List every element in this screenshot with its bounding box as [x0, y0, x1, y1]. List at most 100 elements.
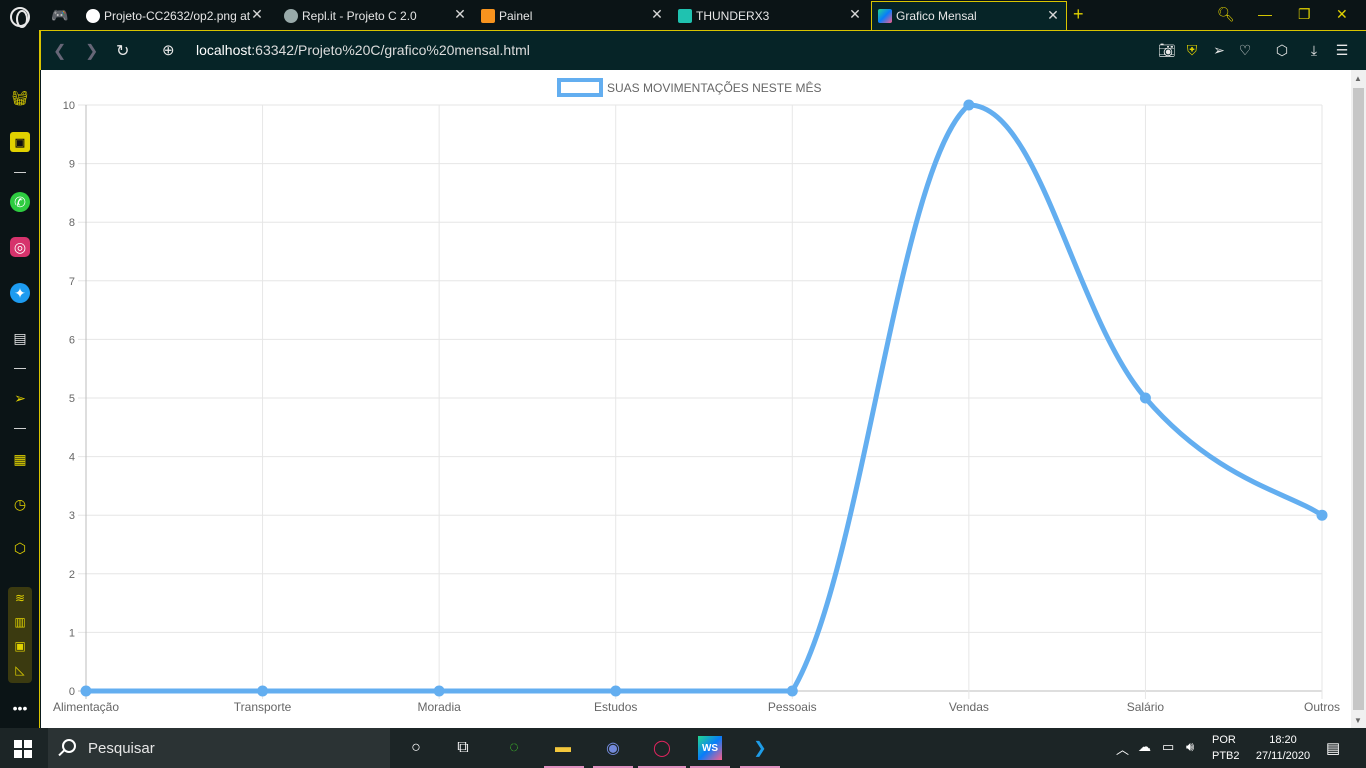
camera-icon[interactable]: 📷︎ — [1158, 42, 1176, 58]
tab-grafico-mensal[interactable]: Grafico Mensal ✕ — [871, 1, 1067, 30]
close-icon[interactable]: ✕ — [849, 6, 861, 22]
system-monitor[interactable]: ≋ ▥ ▣ ◺ — [8, 587, 32, 683]
data-point-alimentação[interactable] — [80, 685, 92, 697]
whatsapp-icon[interactable]: ✆ — [10, 192, 30, 212]
settings-sliders-icon[interactable]: ☰ — [1335, 42, 1349, 58]
search-tabs-icon[interactable]: 🔍︎ — [1217, 6, 1235, 22]
heart-icon[interactable]: ♡ — [1238, 42, 1252, 58]
back-icon[interactable]: ❮ — [53, 43, 67, 60]
running-indicator — [638, 766, 686, 768]
restore-icon[interactable]: ❐ — [1298, 6, 1311, 22]
send-icon[interactable]: ➢ — [1213, 42, 1225, 58]
y-tick-label: 8 — [69, 217, 75, 229]
close-icon[interactable]: ✕ — [454, 6, 466, 22]
extensions-cube-icon[interactable]: ⬡ — [13, 539, 27, 556]
close-icon[interactable]: ✕ — [651, 6, 663, 22]
tab-replit[interactable]: Repl.it - Projeto C 2.0 ✕ — [278, 1, 473, 30]
close-icon[interactable]: ✕ — [251, 6, 263, 22]
tab-thunderx3[interactable]: THUNDERX3 ✕ — [672, 1, 868, 30]
instagram-icon[interactable]: ◎ — [10, 237, 30, 257]
send-icon[interactable]: ➢ — [14, 389, 26, 406]
twitter-icon[interactable]: ✦ — [10, 283, 30, 303]
close-icon[interactable]: ✕ — [1047, 7, 1059, 23]
discord-app-icon[interactable]: ◉ — [606, 740, 620, 757]
vpn-shield-icon[interactable]: ⛨ — [1186, 42, 1198, 58]
task-view-icon[interactable]: ⧉ — [457, 739, 469, 756]
history-icon[interactable]: ◷ — [13, 495, 27, 512]
tab-title: Repl.it - Projeto C 2.0 — [302, 8, 417, 23]
x-tick-label: Moradia — [417, 700, 461, 714]
x-tick-label: Salário — [1127, 700, 1165, 714]
razer-cortex-icon[interactable]: ◌ — [509, 739, 519, 756]
tab-strip: 🎮 Projeto-CC2632/op2.png at ✕ Repl.it - … — [0, 0, 1366, 30]
x-tick-label: Estudos — [594, 700, 637, 714]
chart-legend[interactable]: SUAS MOVIMENTAÇÕES NESTE MÊS — [557, 78, 821, 97]
language-code: POR — [1212, 734, 1236, 746]
battery-icon[interactable]: ▭ — [1162, 739, 1175, 754]
shopping-icon[interactable]: 🧺︎ — [11, 89, 29, 106]
clock-date: 27/11/2020 — [1255, 750, 1311, 762]
vertical-scrollbar[interactable]: ▲ ▼ — [1351, 70, 1366, 728]
onedrive-icon[interactable]: ☁ — [1138, 739, 1151, 754]
language-indicator[interactable]: POR PTB2 — [1212, 732, 1240, 764]
running-indicator — [544, 766, 584, 768]
close-window-icon[interactable]: ✕ — [1336, 6, 1348, 22]
cpu-icon: ▣ — [14, 639, 26, 653]
clock[interactable]: 18:20 27/11/2020 — [1248, 732, 1318, 764]
site-info-icon[interactable]: ⊕ — [162, 42, 175, 59]
x-tick-label: Outros — [1304, 700, 1340, 714]
y-tick-label: 4 — [69, 452, 75, 464]
cortana-icon[interactable]: ○ — [411, 739, 421, 756]
sidebar: 🧺︎ ▣ ✆ ◎ ✦ ▤ ➢ ▦ ◷ ⬡ ≋ ▥ ▣ ◺ ••• — [0, 30, 40, 728]
data-point-estudos[interactable] — [610, 685, 622, 697]
search-icon — [62, 739, 76, 753]
line-chart: 0 1 2 3 4 5 6 7 8 9 10 Alimentação Transporte Moradi… — [53, 78, 1340, 714]
forward-icon[interactable]: ❯ — [85, 43, 99, 60]
scroll-up-icon[interactable]: ▲ — [1354, 74, 1362, 83]
data-point-pessoais[interactable] — [786, 685, 798, 697]
opera-gx-icon[interactable]: ◯ — [653, 740, 671, 757]
x-tick-label: Vendas — [949, 700, 989, 714]
search-placeholder: Pesquisar — [88, 740, 155, 757]
running-indicator — [740, 766, 780, 768]
sidebar-separator — [14, 172, 26, 173]
webstorm-app-icon[interactable]: WS — [698, 736, 722, 760]
x-tick-label: Pessoais — [768, 700, 817, 714]
cube-icon[interactable]: ⬡ — [1275, 42, 1289, 58]
tray-chevron-icon[interactable]: ︿ — [1116, 742, 1130, 757]
windows-start-icon[interactable] — [14, 740, 32, 758]
data-point-vendas[interactable] — [963, 99, 975, 111]
notifications-icon[interactable]: ▤ — [1326, 740, 1341, 757]
y-axis: 0 1 2 3 4 5 6 7 8 9 10 — [63, 100, 75, 698]
thunderx3-icon — [678, 8, 692, 23]
volume-icon[interactable]: 🔊︎ — [1186, 739, 1195, 754]
download-icon[interactable]: ⤓ — [1310, 42, 1318, 58]
opera-logo-icon[interactable] — [10, 7, 30, 28]
tab-github[interactable]: Projeto-CC2632/op2.png at ✕ — [80, 1, 270, 30]
url-host: localhost — [196, 42, 252, 58]
tab-painel[interactable]: Painel ✕ — [475, 1, 670, 30]
sidebar-separator — [14, 428, 26, 429]
webstorm-icon — [878, 9, 892, 23]
data-point-salário[interactable] — [1139, 392, 1151, 404]
url-field[interactable]: localhost:63342/Projeto%20C/grafico%20me… — [196, 42, 530, 58]
legend-swatch — [557, 78, 603, 97]
taskbar-search[interactable]: Pesquisar — [48, 728, 390, 768]
reload-icon[interactable]: ↻ — [116, 43, 130, 60]
replit-icon — [284, 8, 298, 23]
minimize-icon[interactable]: — — [1258, 6, 1272, 22]
more-icon[interactable]: ••• — [12, 700, 28, 716]
scroll-down-icon[interactable]: ▼ — [1354, 716, 1362, 725]
news-icon[interactable]: ▦ — [13, 450, 27, 467]
gamepad-icon[interactable]: 🎮 — [51, 6, 69, 23]
discord-icon[interactable]: ▤ — [13, 329, 27, 346]
twitch-icon[interactable]: ▣ — [10, 132, 30, 152]
scrollbar-thumb[interactable] — [1353, 88, 1364, 710]
data-point-moradia[interactable] — [433, 685, 445, 697]
data-point-transporte[interactable] — [257, 685, 269, 697]
data-point-outros[interactable] — [1316, 509, 1328, 521]
vscode-icon[interactable]: ❯ — [753, 740, 767, 757]
file-explorer-icon[interactable]: ▬ — [555, 739, 571, 756]
new-tab-button[interactable]: + — [1073, 4, 1084, 24]
